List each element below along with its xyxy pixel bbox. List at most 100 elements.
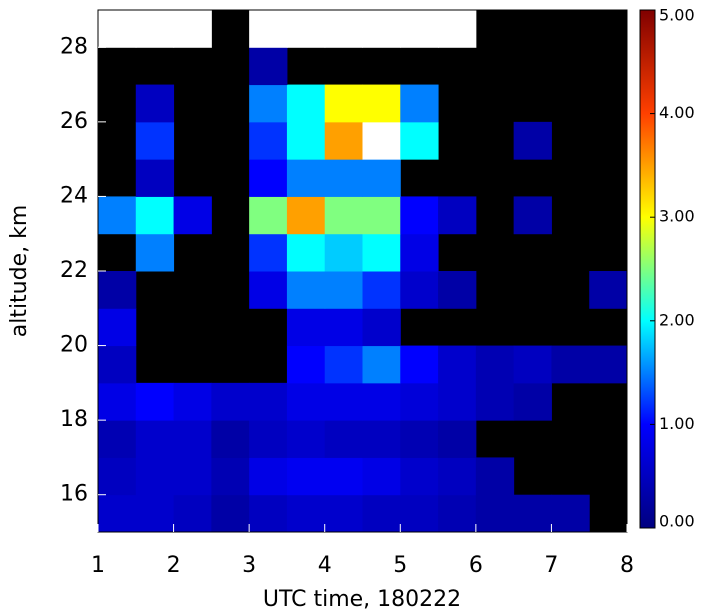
heat-cell bbox=[324, 233, 363, 272]
heat-cell bbox=[324, 159, 363, 197]
heat-cell bbox=[324, 271, 363, 309]
heat-cell bbox=[286, 308, 326, 347]
heat-cell bbox=[362, 196, 401, 235]
heat-cell bbox=[362, 84, 401, 123]
heat-cell bbox=[438, 196, 477, 235]
heat-cell bbox=[173, 196, 212, 235]
heat-cell bbox=[475, 345, 515, 384]
heat-cell bbox=[400, 233, 439, 272]
heat-cell bbox=[286, 345, 326, 384]
heat-cell bbox=[362, 345, 401, 384]
heat-cell bbox=[400, 382, 439, 421]
heat-cell bbox=[286, 10, 326, 48]
colorbar bbox=[639, 9, 656, 529]
heat-cell bbox=[211, 420, 250, 458]
heat-cell bbox=[249, 494, 288, 533]
heat-cell bbox=[324, 121, 363, 160]
heat-cell bbox=[589, 345, 628, 384]
heat-cell bbox=[324, 84, 363, 123]
heat-cell bbox=[249, 10, 288, 48]
heat-cell bbox=[324, 382, 363, 421]
heat-cell bbox=[362, 121, 401, 160]
heat-cell bbox=[98, 196, 137, 235]
x-tick-label: 8 bbox=[620, 553, 634, 578]
x-axis-label: UTC time, 180222 bbox=[263, 587, 461, 612]
heat-cell bbox=[286, 271, 326, 309]
heat-cell bbox=[249, 457, 288, 496]
heat-cell bbox=[400, 457, 439, 496]
heat-cell bbox=[400, 494, 439, 533]
heat-cell bbox=[249, 382, 288, 421]
heat-cell bbox=[249, 233, 288, 272]
heat-cell bbox=[438, 271, 477, 309]
heat-cell bbox=[98, 494, 137, 533]
heat-cell bbox=[400, 84, 439, 123]
y-tick-label: 28 bbox=[60, 34, 88, 59]
heat-cell bbox=[211, 382, 250, 421]
heat-cell bbox=[400, 10, 439, 48]
heat-cell bbox=[135, 84, 175, 123]
heat-cell bbox=[286, 196, 326, 235]
heat-cell bbox=[438, 345, 477, 384]
y-tick-label: 20 bbox=[60, 333, 88, 358]
heat-cell bbox=[135, 121, 175, 160]
heat-cell bbox=[475, 494, 515, 533]
heat-cell bbox=[438, 457, 477, 496]
heat-cell bbox=[249, 121, 288, 160]
heat-cell bbox=[324, 420, 363, 458]
heat-cell bbox=[135, 233, 175, 272]
heat-cell bbox=[324, 308, 363, 347]
heat-cell bbox=[438, 494, 477, 533]
heat-cell bbox=[98, 271, 137, 309]
heat-cell bbox=[324, 345, 363, 384]
heat-cell bbox=[513, 196, 552, 235]
heat-cell bbox=[362, 420, 401, 458]
heat-cell bbox=[98, 382, 137, 421]
heat-cell bbox=[98, 420, 137, 458]
heat-cell bbox=[135, 382, 175, 421]
heat-cell bbox=[286, 420, 326, 458]
heat-cell bbox=[286, 382, 326, 421]
heat-cell bbox=[324, 10, 363, 48]
heat-cell bbox=[362, 159, 401, 197]
heat-cell bbox=[211, 494, 250, 533]
heat-cell bbox=[400, 420, 439, 458]
heat-cell bbox=[475, 382, 515, 421]
y-tick-label: 22 bbox=[60, 258, 88, 283]
heat-cell bbox=[135, 10, 175, 48]
colorbar-tick-label: 1.00 bbox=[659, 414, 695, 433]
colorbar-tick-label: 3.00 bbox=[659, 207, 695, 226]
heat-cell bbox=[400, 271, 439, 309]
heat-cell bbox=[400, 345, 439, 384]
heat-cell bbox=[362, 233, 401, 272]
heat-cell bbox=[286, 84, 326, 123]
y-tick-label: 24 bbox=[60, 183, 88, 208]
heat-cell bbox=[173, 420, 212, 458]
heat-cell bbox=[324, 457, 363, 496]
heat-cell bbox=[135, 420, 175, 458]
heat-cell bbox=[249, 196, 288, 235]
heat-cell bbox=[98, 10, 137, 48]
heat-cell bbox=[400, 121, 439, 160]
heat-cell bbox=[362, 10, 401, 48]
x-tick-label: 7 bbox=[544, 553, 558, 578]
x-tick-label: 4 bbox=[318, 553, 332, 578]
heat-cell bbox=[475, 457, 515, 496]
heat-cell bbox=[362, 308, 401, 347]
heat-cell bbox=[135, 196, 175, 235]
heat-cell bbox=[362, 457, 401, 496]
heat-cell bbox=[362, 382, 401, 421]
x-tick-label: 2 bbox=[167, 553, 181, 578]
heat-cell bbox=[400, 196, 439, 235]
heat-cell bbox=[438, 10, 477, 48]
heat-cell bbox=[135, 159, 175, 197]
heat-cell bbox=[98, 308, 137, 347]
heat-cell bbox=[438, 420, 477, 458]
x-tick-label: 3 bbox=[242, 553, 256, 578]
y-tick-label: 16 bbox=[60, 482, 88, 507]
heat-cell bbox=[211, 457, 250, 496]
heat-cell bbox=[286, 121, 326, 160]
heat-cell bbox=[135, 494, 175, 533]
heat-cell bbox=[513, 382, 552, 421]
